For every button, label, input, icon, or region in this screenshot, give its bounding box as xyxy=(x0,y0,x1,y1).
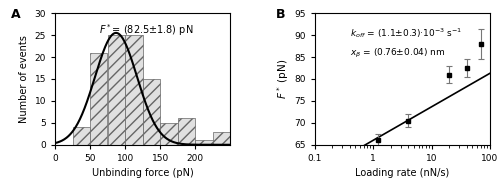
X-axis label: Unbinding force (pN): Unbinding force (pN) xyxy=(92,168,194,178)
Text: B: B xyxy=(276,8,285,21)
Bar xyxy=(126,35,142,145)
Bar xyxy=(143,79,160,145)
Bar xyxy=(196,140,212,145)
Y-axis label: $F^*$ (pN): $F^*$ (pN) xyxy=(276,59,291,99)
Bar xyxy=(108,35,125,145)
Bar xyxy=(90,53,108,145)
Bar xyxy=(72,127,90,145)
X-axis label: Loading rate (nN/s): Loading rate (nN/s) xyxy=(355,168,450,178)
Bar xyxy=(213,132,230,145)
Text: A: A xyxy=(11,8,21,21)
Text: $F^*$= (82.5±1.8) pN: $F^*$= (82.5±1.8) pN xyxy=(99,22,194,38)
Bar xyxy=(160,123,178,145)
Y-axis label: Number of events: Number of events xyxy=(19,35,29,123)
Bar xyxy=(178,118,195,145)
Text: $k_{off}$ = (1.1±0.3)·10$^{-3}$ s$^{-1}$: $k_{off}$ = (1.1±0.3)·10$^{-3}$ s$^{-1}$ xyxy=(350,26,462,40)
Text: $x_{\beta}$ = (0.76±0.04) nm: $x_{\beta}$ = (0.76±0.04) nm xyxy=(350,47,445,61)
